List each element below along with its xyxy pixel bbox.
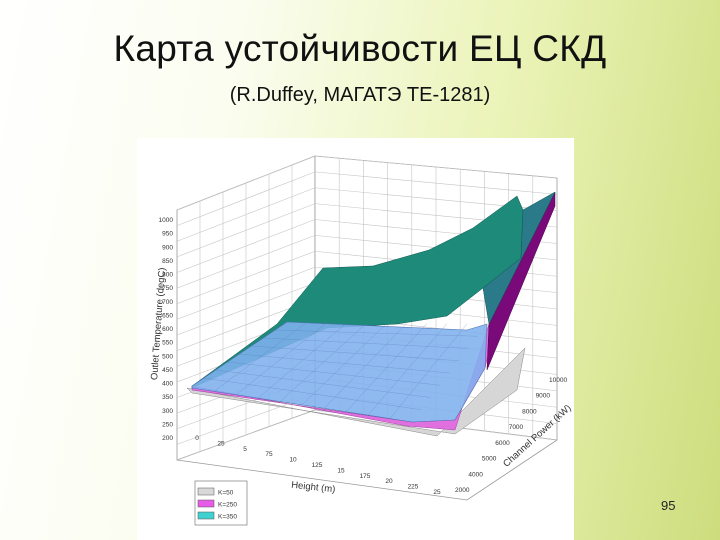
z-tick-label: 350 <box>162 394 173 401</box>
legend-swatch <box>197 499 215 508</box>
mesh-line <box>203 377 422 410</box>
mesh-line <box>367 323 448 416</box>
x-tick-label: 0 <box>195 435 199 442</box>
surface-chart: Outlet Temperature (degC) Height (m) Cha… <box>149 155 574 526</box>
x-tick-label: 5 <box>243 446 247 453</box>
mesh-line <box>235 322 328 395</box>
x-tick-label: 25 <box>433 489 441 496</box>
z-tick-label: 250 <box>162 421 173 428</box>
y-tick-label: 10000 <box>549 377 567 384</box>
z-tick-labels: 1000 950 900 850 800 750 700 650 600 550 500 450 400… <box>159 217 174 442</box>
z-tick-label: 1000 <box>159 217 174 224</box>
z-tick-label: 750 <box>162 285 173 292</box>
x-tick-label: 25 <box>217 440 225 447</box>
legend-label: K=50 <box>218 490 234 497</box>
surface-chart-figure: Outlet Temperature (degC) Height (m) Cha… <box>137 138 574 540</box>
y-tick-label: 2000 <box>455 487 470 494</box>
y-tick-label: 5000 <box>482 456 497 463</box>
x-tick-label: 75 <box>265 451 273 458</box>
x-tick-label: 125 <box>312 462 323 469</box>
y-tick-label: 7000 <box>509 424 524 431</box>
x-tick-label: 20 <box>385 478 393 485</box>
y-tick-label: 8000 <box>522 408 537 415</box>
z-tick-label: 650 <box>162 312 173 319</box>
x-tick-labels: 0 25 5 75 10 125 15 175 20 225 25 <box>195 435 441 496</box>
chart-legend: K=50 K=250 K=350 <box>194 480 248 526</box>
mesh-line <box>257 322 348 399</box>
legend-label: K=250 <box>218 502 237 509</box>
x-tick-label: 225 <box>408 484 419 491</box>
z-tick-label: 200 <box>162 435 173 442</box>
z-tick-label: 450 <box>162 367 173 374</box>
y-tick-label: 9000 <box>536 393 551 400</box>
mesh-line <box>323 323 408 409</box>
z-tick-label: 950 <box>162 231 173 238</box>
legend-label: K=350 <box>218 514 237 521</box>
surface-mesh <box>203 322 478 419</box>
z-tick-label: 900 <box>162 244 173 251</box>
y-tick-label: 6000 <box>495 440 510 447</box>
z-tick-label: 800 <box>162 272 173 279</box>
mesh-line <box>215 369 431 398</box>
page-number: 95 <box>661 498 676 513</box>
z-tick-label: 400 <box>162 381 173 388</box>
x-tick-label: 15 <box>337 467 345 474</box>
surface-k350-side <box>482 191 556 325</box>
mesh-line <box>213 322 308 392</box>
z-tick-label: 300 <box>162 408 173 415</box>
x-tick-label: 10 <box>289 457 297 464</box>
mesh-line <box>251 345 459 361</box>
x-axis-title: Height (m) <box>291 480 336 496</box>
z-tick-label: 500 <box>162 353 173 360</box>
mesh-line <box>301 322 388 406</box>
legend-swatch <box>197 511 215 520</box>
mesh-line <box>263 337 469 349</box>
y-tick-labels: 2000 4000 5000 6000 7000 8000 9000 10000 <box>455 377 567 494</box>
mesh-line <box>279 322 368 402</box>
z-tick-label: 700 <box>162 299 173 306</box>
mesh-line <box>227 361 441 386</box>
slide-title: Карта устойчивости ЕЦ СКД <box>113 28 607 69</box>
mesh-line <box>345 323 428 412</box>
legend-swatch <box>197 487 215 496</box>
x-tick-label: 175 <box>360 473 371 480</box>
mesh-line <box>389 323 468 419</box>
slide-subtitle: (R.Duffey, МАГАТЭ ТЕ-1281) <box>229 84 491 106</box>
surface-k50 <box>186 347 526 437</box>
z-tick-label: 850 <box>162 258 173 265</box>
z-tick-label: 600 <box>162 326 173 333</box>
z-tick-label: 550 <box>162 340 173 347</box>
mesh-line <box>239 353 450 374</box>
y-tick-label: 4000 <box>468 471 483 478</box>
